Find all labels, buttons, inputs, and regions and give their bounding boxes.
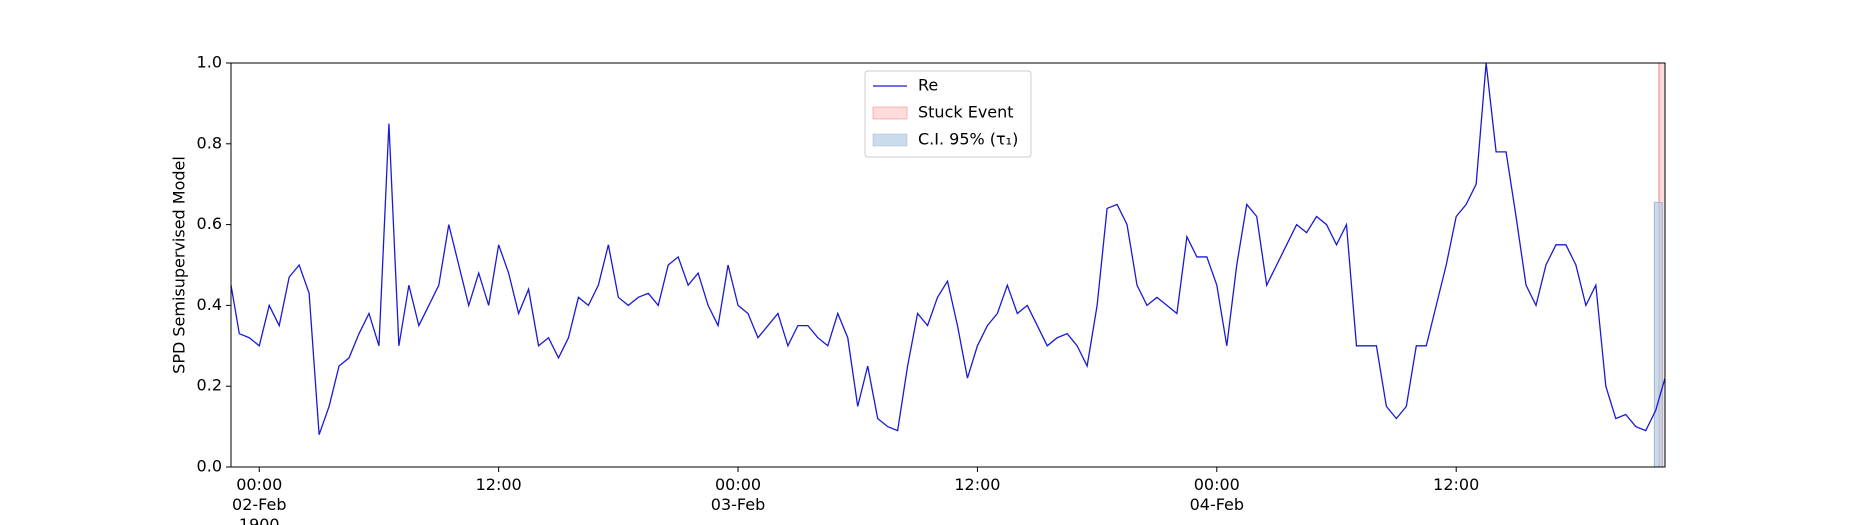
legend-label: C.I. 95% (τ₁) xyxy=(918,130,1018,149)
y-tick-label: 0.6 xyxy=(197,214,222,233)
legend-label: Re xyxy=(918,76,938,95)
legend: Re Stuck Event C.I. 95% (τ₁) xyxy=(864,70,1032,158)
x-tick-label: 12:00 xyxy=(475,475,522,494)
y-tick-label: 0.0 xyxy=(197,457,222,476)
plot-frame xyxy=(230,62,1666,468)
y-tick-label: 0.2 xyxy=(197,376,222,395)
span xyxy=(1653,201,1663,468)
x-tick-label: 12:00 xyxy=(1433,475,1480,494)
x-tick-label: 00:00 04-Feb xyxy=(1189,475,1245,514)
x-tick-label: 12:00 xyxy=(954,475,1001,494)
y-tick-label: 0.8 xyxy=(197,133,222,152)
legend-swatch xyxy=(872,133,908,147)
x-tick-label: 00:00 03-Feb xyxy=(710,475,766,514)
legend-swatch xyxy=(872,106,908,120)
y-axis-label: SPD Semisupervised Model xyxy=(170,156,189,374)
y-tick-label: 1.0 xyxy=(197,53,222,72)
legend-label: Stuck Event xyxy=(918,103,1014,122)
data-line xyxy=(230,62,1666,435)
x-tick-label: 00:00 02-Feb 1900 xyxy=(232,475,287,525)
y-tick-label: 0.4 xyxy=(197,295,222,314)
